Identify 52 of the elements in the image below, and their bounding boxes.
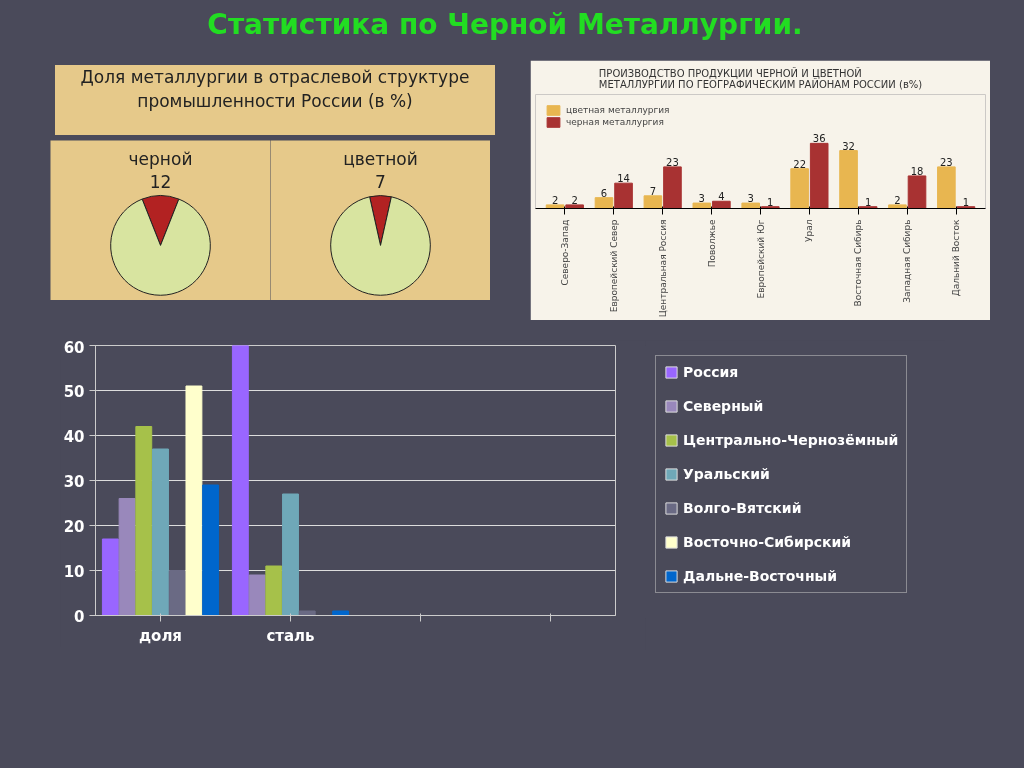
x-tick-label: Урал	[804, 219, 815, 242]
x-tick-label: Поволжье	[706, 219, 717, 268]
legend-label: цветная металлургия	[566, 104, 670, 116]
text: Доля металлургии в отраслевой структуре промышленности России (в %)	[79, 66, 471, 114]
slice-label: цветной	[343, 148, 418, 169]
data-label: 1	[864, 196, 872, 208]
data-label: 3	[698, 193, 705, 205]
legend-label: Центрально-Чернозёмный	[683, 432, 899, 448]
y-tick-label: 0	[74, 607, 85, 626]
legend-label: Дальне-Восточный	[683, 568, 838, 584]
y-tick-label: 30	[63, 472, 85, 491]
data-label: 12	[149, 171, 172, 192]
data-label: 18	[910, 165, 924, 177]
x-tick-label: Западная Сибирь	[902, 219, 913, 303]
data-label: 32	[842, 140, 855, 152]
data-label: 1	[962, 196, 970, 208]
data-label: 7	[649, 185, 657, 197]
data-label: 7	[375, 171, 386, 192]
legend-label: Восточно-Сибирский	[683, 534, 852, 550]
data-label: 3	[747, 193, 754, 205]
x-tick-label: сталь	[266, 626, 315, 645]
x-tick-label: Северо-Запад	[559, 219, 570, 286]
y-tick-label: 60	[63, 338, 85, 357]
y-tick-label: 40	[63, 427, 85, 446]
chart-title: ПРОИЗВОДСТВО ПРОДУКЦИИ ЧЕРНОЙ И ЦВЕТНОЙ МЕТАЛЛУРГИИ ПО ГЕОГРАФИЧЕСКИМ РАЙОНАМ РОССИИ (в%)	[598, 66, 923, 90]
data-label: 6	[600, 187, 608, 199]
y-tick-label: 20	[63, 517, 85, 536]
x-tick-label: доля	[138, 626, 183, 645]
x-tick-label: Дальний Восток	[951, 218, 962, 297]
data-label: 36	[812, 133, 826, 145]
text: Статистика по Черной Металлургии.	[207, 7, 803, 43]
data-label: 23	[940, 156, 953, 168]
legend-label: Волго-Вятский	[683, 500, 802, 516]
y-tick-label: 50	[63, 382, 85, 401]
data-label: 22	[793, 158, 806, 170]
slice-label: черной	[128, 148, 193, 169]
y-tick-label: 10	[63, 562, 85, 581]
legend-label: Уральский	[683, 466, 770, 482]
data-label: 1	[767, 196, 774, 208]
data-label: 2	[571, 194, 578, 206]
legend-label: Россия	[683, 364, 739, 380]
data-label: 2	[551, 194, 559, 206]
data-label: 14	[617, 173, 630, 185]
x-tick-label: Восточная Сибирь	[853, 219, 864, 307]
x-tick-label: Европейский Юг	[755, 219, 766, 299]
data-label: 2	[894, 194, 901, 206]
data-label: 23	[666, 156, 679, 168]
data-label: 4	[718, 191, 725, 203]
x-tick-label: Центральная Россия	[657, 219, 668, 318]
legend-label: Северный	[683, 398, 764, 414]
x-tick-label: Европейский Север	[608, 219, 619, 313]
legend-label: черная металлургия	[566, 116, 664, 128]
